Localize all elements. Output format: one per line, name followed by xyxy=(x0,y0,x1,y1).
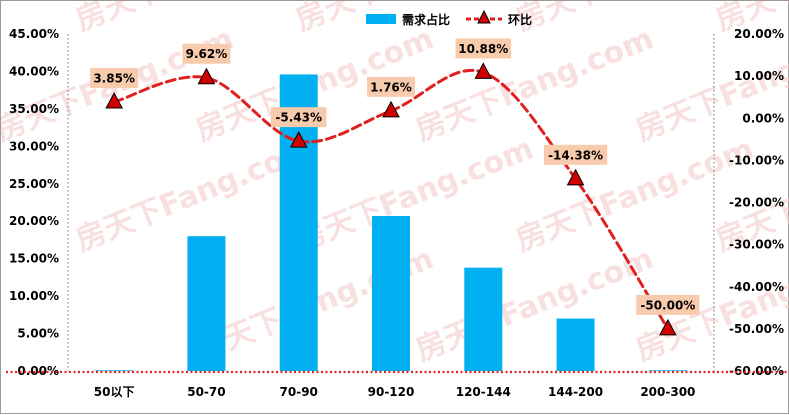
data-label-bg-5 xyxy=(543,144,608,165)
y-right-tick-label: -40.00% xyxy=(729,280,784,294)
y-left-tick-label: 25.00% xyxy=(9,177,59,191)
watermark-text: 房天下Fang.com xyxy=(411,21,659,148)
watermark-text: 房天下Fang.com xyxy=(411,241,659,368)
data-label-bg-1 xyxy=(182,43,231,64)
x-tick-label: 90-120 xyxy=(368,385,415,399)
bar-4 xyxy=(464,267,503,371)
y-left-tick-label: 5.00% xyxy=(17,327,59,341)
data-label-2: -5.43% xyxy=(275,111,322,125)
data-label-bg-4 xyxy=(455,38,512,59)
x-tick-label: 200-300 xyxy=(640,385,695,399)
data-label-5: -14.38% xyxy=(548,148,603,162)
y-right-tick-label: -30.00% xyxy=(729,238,784,252)
line-marker-4 xyxy=(474,62,493,79)
y-left-tick-label: 15.00% xyxy=(9,252,59,266)
legend-label-demand: 需求占比 xyxy=(402,12,450,27)
legend-triangle-icon xyxy=(477,9,491,24)
line-marker-5 xyxy=(566,168,585,186)
x-tick-label: 120-144 xyxy=(456,385,511,399)
bar-3 xyxy=(372,215,410,371)
y-left-tick-label: 45.00% xyxy=(9,27,59,41)
data-label-6: -50.00% xyxy=(640,298,695,312)
y-right-tick-label: 10.00% xyxy=(734,69,784,83)
y-right-tick-label: -50.00% xyxy=(729,322,784,336)
x-tick-label: 50-70 xyxy=(187,385,225,399)
y-left-tick-label: 20.00% xyxy=(9,214,59,228)
y-right-tick-label: -20.00% xyxy=(729,196,784,210)
x-tick-label: 70-90 xyxy=(280,385,318,399)
y-left-tick-label: 40.00% xyxy=(9,64,59,78)
y-left-tick-label: 30.00% xyxy=(9,139,59,153)
legend-label-mom: 环比 xyxy=(508,12,532,27)
line-marker-6 xyxy=(659,318,677,336)
x-tick-label: 50以下 xyxy=(94,385,135,399)
x-tick-label: 144-200 xyxy=(548,385,603,399)
legend-bar-swatch xyxy=(366,14,396,24)
line-marker-3 xyxy=(382,100,400,118)
y-left-tick-label: 35.00% xyxy=(9,102,59,116)
data-label-bg-0 xyxy=(90,68,139,89)
line-marker-1 xyxy=(197,67,216,85)
line-marker-0 xyxy=(105,91,123,109)
y-right-tick-label: -10.00% xyxy=(729,153,784,167)
data-label-bg-6 xyxy=(636,294,700,315)
data-label-4: 10.88% xyxy=(458,42,508,56)
data-label-bg-2 xyxy=(270,107,327,128)
line-marker-2 xyxy=(289,131,308,148)
bar-1 xyxy=(187,236,226,371)
data-label-1: 9.62% xyxy=(186,47,228,61)
y-right-tick-label: 0.00% xyxy=(742,111,784,125)
bar-5 xyxy=(556,318,595,371)
watermark-text: 房天下Fang.com xyxy=(291,131,539,258)
bar-6 xyxy=(648,370,687,371)
y-right-tick-label: -60.00% xyxy=(729,364,784,378)
data-label-0: 3.85% xyxy=(93,72,135,86)
y-left-tick-label: 10.00% xyxy=(9,289,59,303)
y-right-tick-label: 20.00% xyxy=(734,27,784,41)
data-label-3: 1.76% xyxy=(370,80,412,94)
bar-0 xyxy=(95,370,134,371)
data-label-bg-3 xyxy=(367,76,415,97)
